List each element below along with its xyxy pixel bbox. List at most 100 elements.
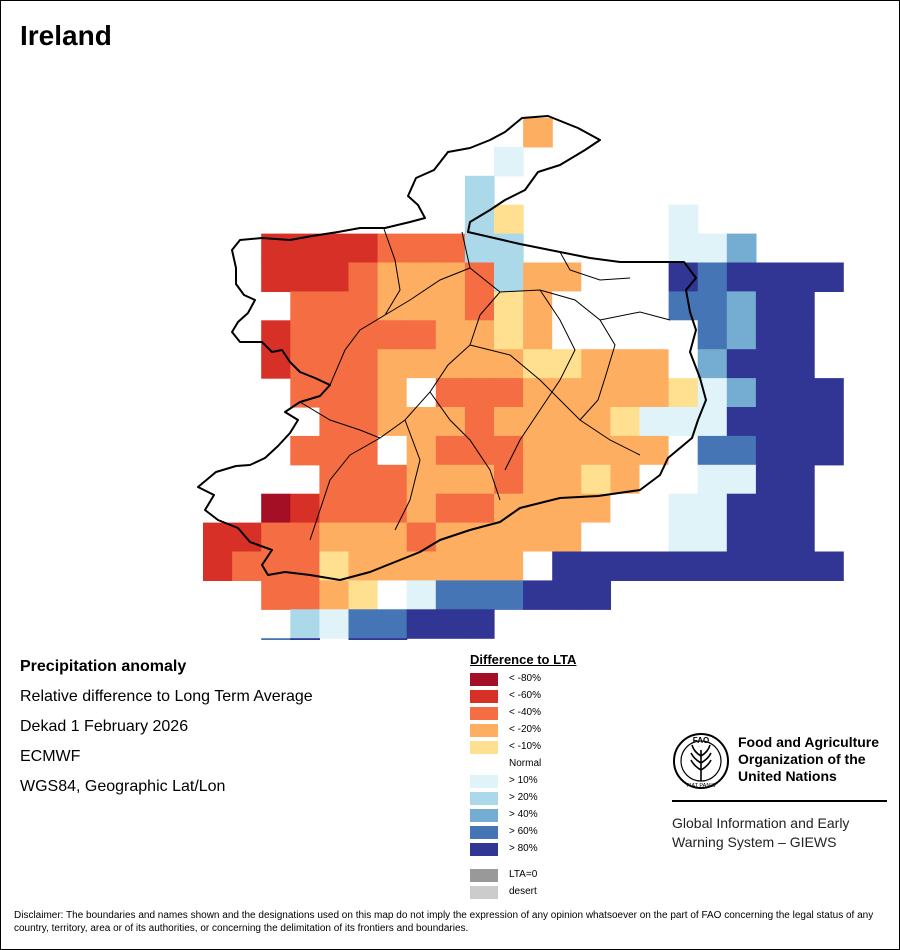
legend-label: desert xyxy=(509,886,537,897)
fao-name-line: United Nations xyxy=(738,768,837,784)
legend-label: < -40% xyxy=(509,707,541,718)
legend-item: > 80% xyxy=(470,841,576,858)
fao-logo-icon: FAO FIAT PANIS xyxy=(673,733,729,789)
grid-cell xyxy=(755,378,786,408)
source-label: ECMWF xyxy=(20,748,81,765)
grid-cell xyxy=(610,551,641,581)
grid-cell xyxy=(464,609,495,639)
grid-cell xyxy=(494,580,524,610)
legend-swatch xyxy=(470,673,498,686)
giews-line: Global Information and Early xyxy=(672,815,850,831)
grid-cell xyxy=(610,349,641,379)
grid-cell xyxy=(639,378,670,408)
grid-cell xyxy=(726,349,757,379)
grid-cell xyxy=(785,349,815,379)
grid-cell xyxy=(581,464,611,495)
legend-item: < -20% xyxy=(470,722,576,739)
legend-swatch xyxy=(470,707,498,720)
grid-cell xyxy=(319,435,350,466)
region-boundaries xyxy=(299,228,671,541)
giews-label: Global Information and Early Warning Sys… xyxy=(672,814,887,852)
grid-cell xyxy=(523,551,553,581)
grid-cell xyxy=(697,378,728,408)
grid-cell xyxy=(785,320,815,350)
grid-cell xyxy=(697,262,728,292)
grid-cell xyxy=(668,493,699,524)
grid-cell xyxy=(755,291,786,321)
map-info: Precipitation anomaly Relative differenc… xyxy=(20,656,313,806)
grid-cell xyxy=(814,435,844,466)
grid-cell xyxy=(377,638,408,640)
grid-cell xyxy=(552,262,582,292)
legend-swatch xyxy=(470,741,498,754)
grid-cell xyxy=(668,551,699,581)
grid-cell xyxy=(377,233,408,264)
grid-cell xyxy=(726,522,757,553)
grid-cell xyxy=(406,320,437,350)
divider xyxy=(672,800,887,802)
grid-cell xyxy=(290,320,320,350)
grid-cell xyxy=(290,638,320,640)
legend-swatch xyxy=(470,809,498,822)
grid-cell xyxy=(755,551,786,581)
grid-cell xyxy=(232,551,262,581)
grid-cell xyxy=(726,291,757,321)
grid-cell xyxy=(581,378,611,408)
grid-cell xyxy=(785,464,815,495)
grid-cell xyxy=(610,291,641,321)
grid-cell xyxy=(668,435,699,466)
grid-cell xyxy=(464,435,495,466)
grid-cell xyxy=(494,551,524,581)
grid-cell xyxy=(464,175,495,206)
grid-cell xyxy=(552,291,582,321)
legend-swatch xyxy=(470,869,498,882)
projection-label: WGS84, Geographic Lat/Lon xyxy=(20,778,226,795)
grid-cell xyxy=(377,262,408,292)
map-canvas xyxy=(197,115,844,640)
fao-name: Food and Agriculture Organization of the… xyxy=(738,734,898,785)
grid-cell xyxy=(814,551,844,581)
grid-cell xyxy=(755,522,786,553)
grid-cell xyxy=(348,493,379,524)
grid-cell xyxy=(464,378,495,408)
grid-cell xyxy=(581,435,611,466)
grid-cell xyxy=(319,320,350,350)
grid-cell xyxy=(377,349,408,379)
grid-cell xyxy=(668,233,699,264)
grid-cell xyxy=(464,349,495,379)
grid-cell xyxy=(494,407,524,437)
grid-cell xyxy=(610,493,641,524)
legend-label: LTA=0 xyxy=(509,869,538,880)
grid-cell xyxy=(435,262,466,292)
grid-cell xyxy=(348,291,379,321)
legend-item: < -10% xyxy=(470,739,576,756)
fao-name-line: Organization of the xyxy=(738,751,866,767)
grid-cell xyxy=(290,580,320,610)
giews-line: Warning System – GIEWS xyxy=(672,834,837,850)
grid-cell xyxy=(319,580,350,610)
grid-cell xyxy=(494,464,524,495)
grid-cell xyxy=(290,435,320,466)
legend-label: Normal xyxy=(509,758,542,769)
grid-cell xyxy=(348,349,379,379)
grid-cell xyxy=(755,349,786,379)
grid-cell xyxy=(610,464,641,495)
grid-cell xyxy=(552,435,582,466)
grid-cell xyxy=(697,320,728,350)
legend-label: > 20% xyxy=(509,792,538,803)
legend-label: < -10% xyxy=(509,741,541,752)
grid-cell xyxy=(523,522,553,553)
grid-cell xyxy=(639,320,670,350)
grid-cell xyxy=(523,349,553,379)
legend-item: > 20% xyxy=(470,790,576,807)
grid-cell xyxy=(290,522,320,553)
grid-cell xyxy=(377,580,408,610)
legend-item: LTA=0 xyxy=(470,867,576,884)
grid-cell xyxy=(668,320,699,350)
grid-cell xyxy=(377,522,408,553)
grid-cell xyxy=(319,349,350,379)
grid-cell xyxy=(377,609,408,639)
legend-swatch xyxy=(470,826,498,839)
grid-cell xyxy=(697,435,728,466)
grid-cell xyxy=(290,291,320,321)
